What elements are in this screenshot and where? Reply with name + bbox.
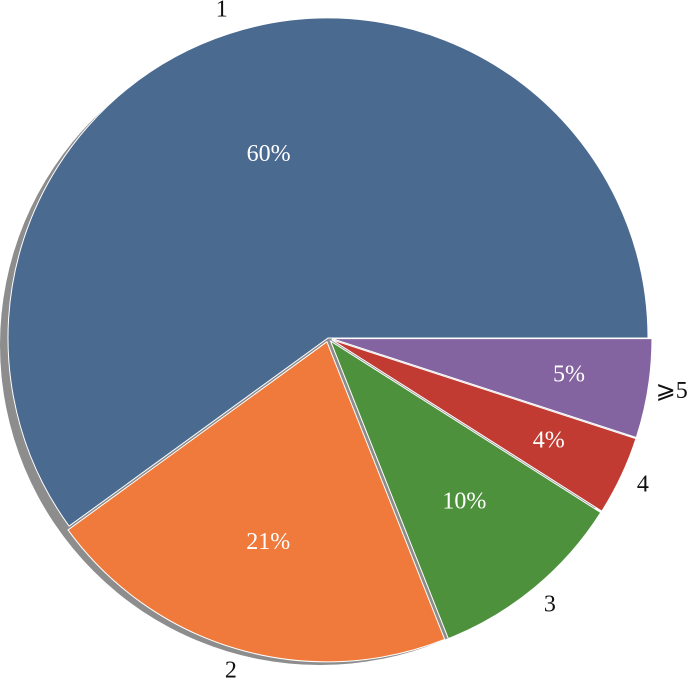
- slice-label: 21%: [246, 529, 290, 555]
- slice-label: 60%: [247, 141, 291, 167]
- category-label: ⩾5: [656, 378, 688, 404]
- pie-slice: [7, 17, 649, 527]
- slice-label: 5%: [553, 362, 585, 388]
- category-label: 1: [216, 0, 228, 22]
- pie-slice: [331, 339, 637, 512]
- pie-slice: [67, 341, 446, 663]
- slice-label: 10%: [442, 488, 486, 514]
- category-label: 4: [637, 472, 649, 498]
- pie-slice: [329, 339, 602, 640]
- pie-slice: [331, 338, 653, 439]
- category-label: 3: [544, 592, 556, 618]
- category-label: 2: [225, 658, 237, 684]
- slice-label: 4%: [533, 427, 565, 453]
